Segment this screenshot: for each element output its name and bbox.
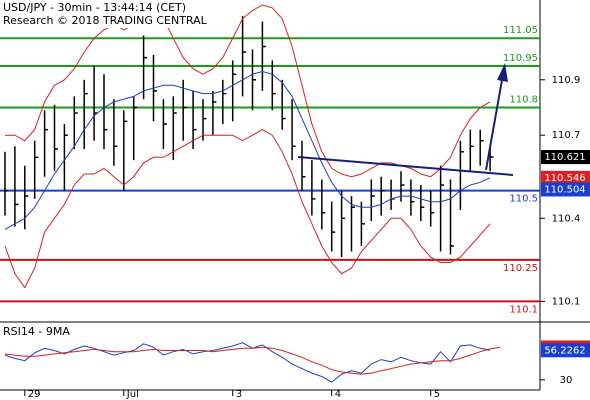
arrow-head <box>497 63 508 82</box>
level-label: 111.05 <box>503 25 538 36</box>
price-tag-label: 110.504 <box>544 184 585 195</box>
indicator-line <box>4 70 491 230</box>
indicator-line <box>5 4 491 178</box>
indicator-line <box>4 346 501 375</box>
price-tag <box>541 150 590 165</box>
y-tick-label: 110.7 <box>552 130 581 141</box>
price-tag <box>541 343 590 358</box>
x-tick-label: 29 <box>28 389 41 400</box>
level-label: 110.25 <box>503 263 538 274</box>
rsi-title: RSI14 - 9MA <box>3 325 70 338</box>
price-tag <box>541 170 590 185</box>
y-tick-label: 30 <box>560 375 573 386</box>
x-tick-label: 3 <box>236 389 242 400</box>
indicator-line <box>4 129 491 289</box>
trendline <box>297 156 514 176</box>
level-label: 110.1 <box>509 304 538 315</box>
price-tag-label: 56.2262 <box>544 345 585 356</box>
y-tick-label: 110.9 <box>552 75 581 86</box>
indicator-line <box>4 342 491 383</box>
projection-arrow <box>485 79 503 171</box>
x-tick-label: 5 <box>434 389 440 400</box>
level-label: 110.95 <box>503 53 538 64</box>
chart-subtitle: Research © 2018 TRADING CENTRAL <box>3 14 208 27</box>
header-bg <box>0 0 200 28</box>
y-tick-label: 110.1 <box>552 296 581 307</box>
level-label: 110.8 <box>509 94 538 105</box>
price-tag-label: 110.546 <box>544 173 585 184</box>
x-tick-label: 4 <box>335 389 341 400</box>
price-tag-label: 110.621 <box>544 152 585 163</box>
y-tick-label: 110.4 <box>552 213 581 224</box>
chart-title: USD/JPY - 30min - 13:44:14 (CET) <box>3 1 186 14</box>
level-label: 110.5 <box>509 194 538 205</box>
price-tag <box>541 182 590 197</box>
x-tick-label: Jul <box>126 389 139 400</box>
